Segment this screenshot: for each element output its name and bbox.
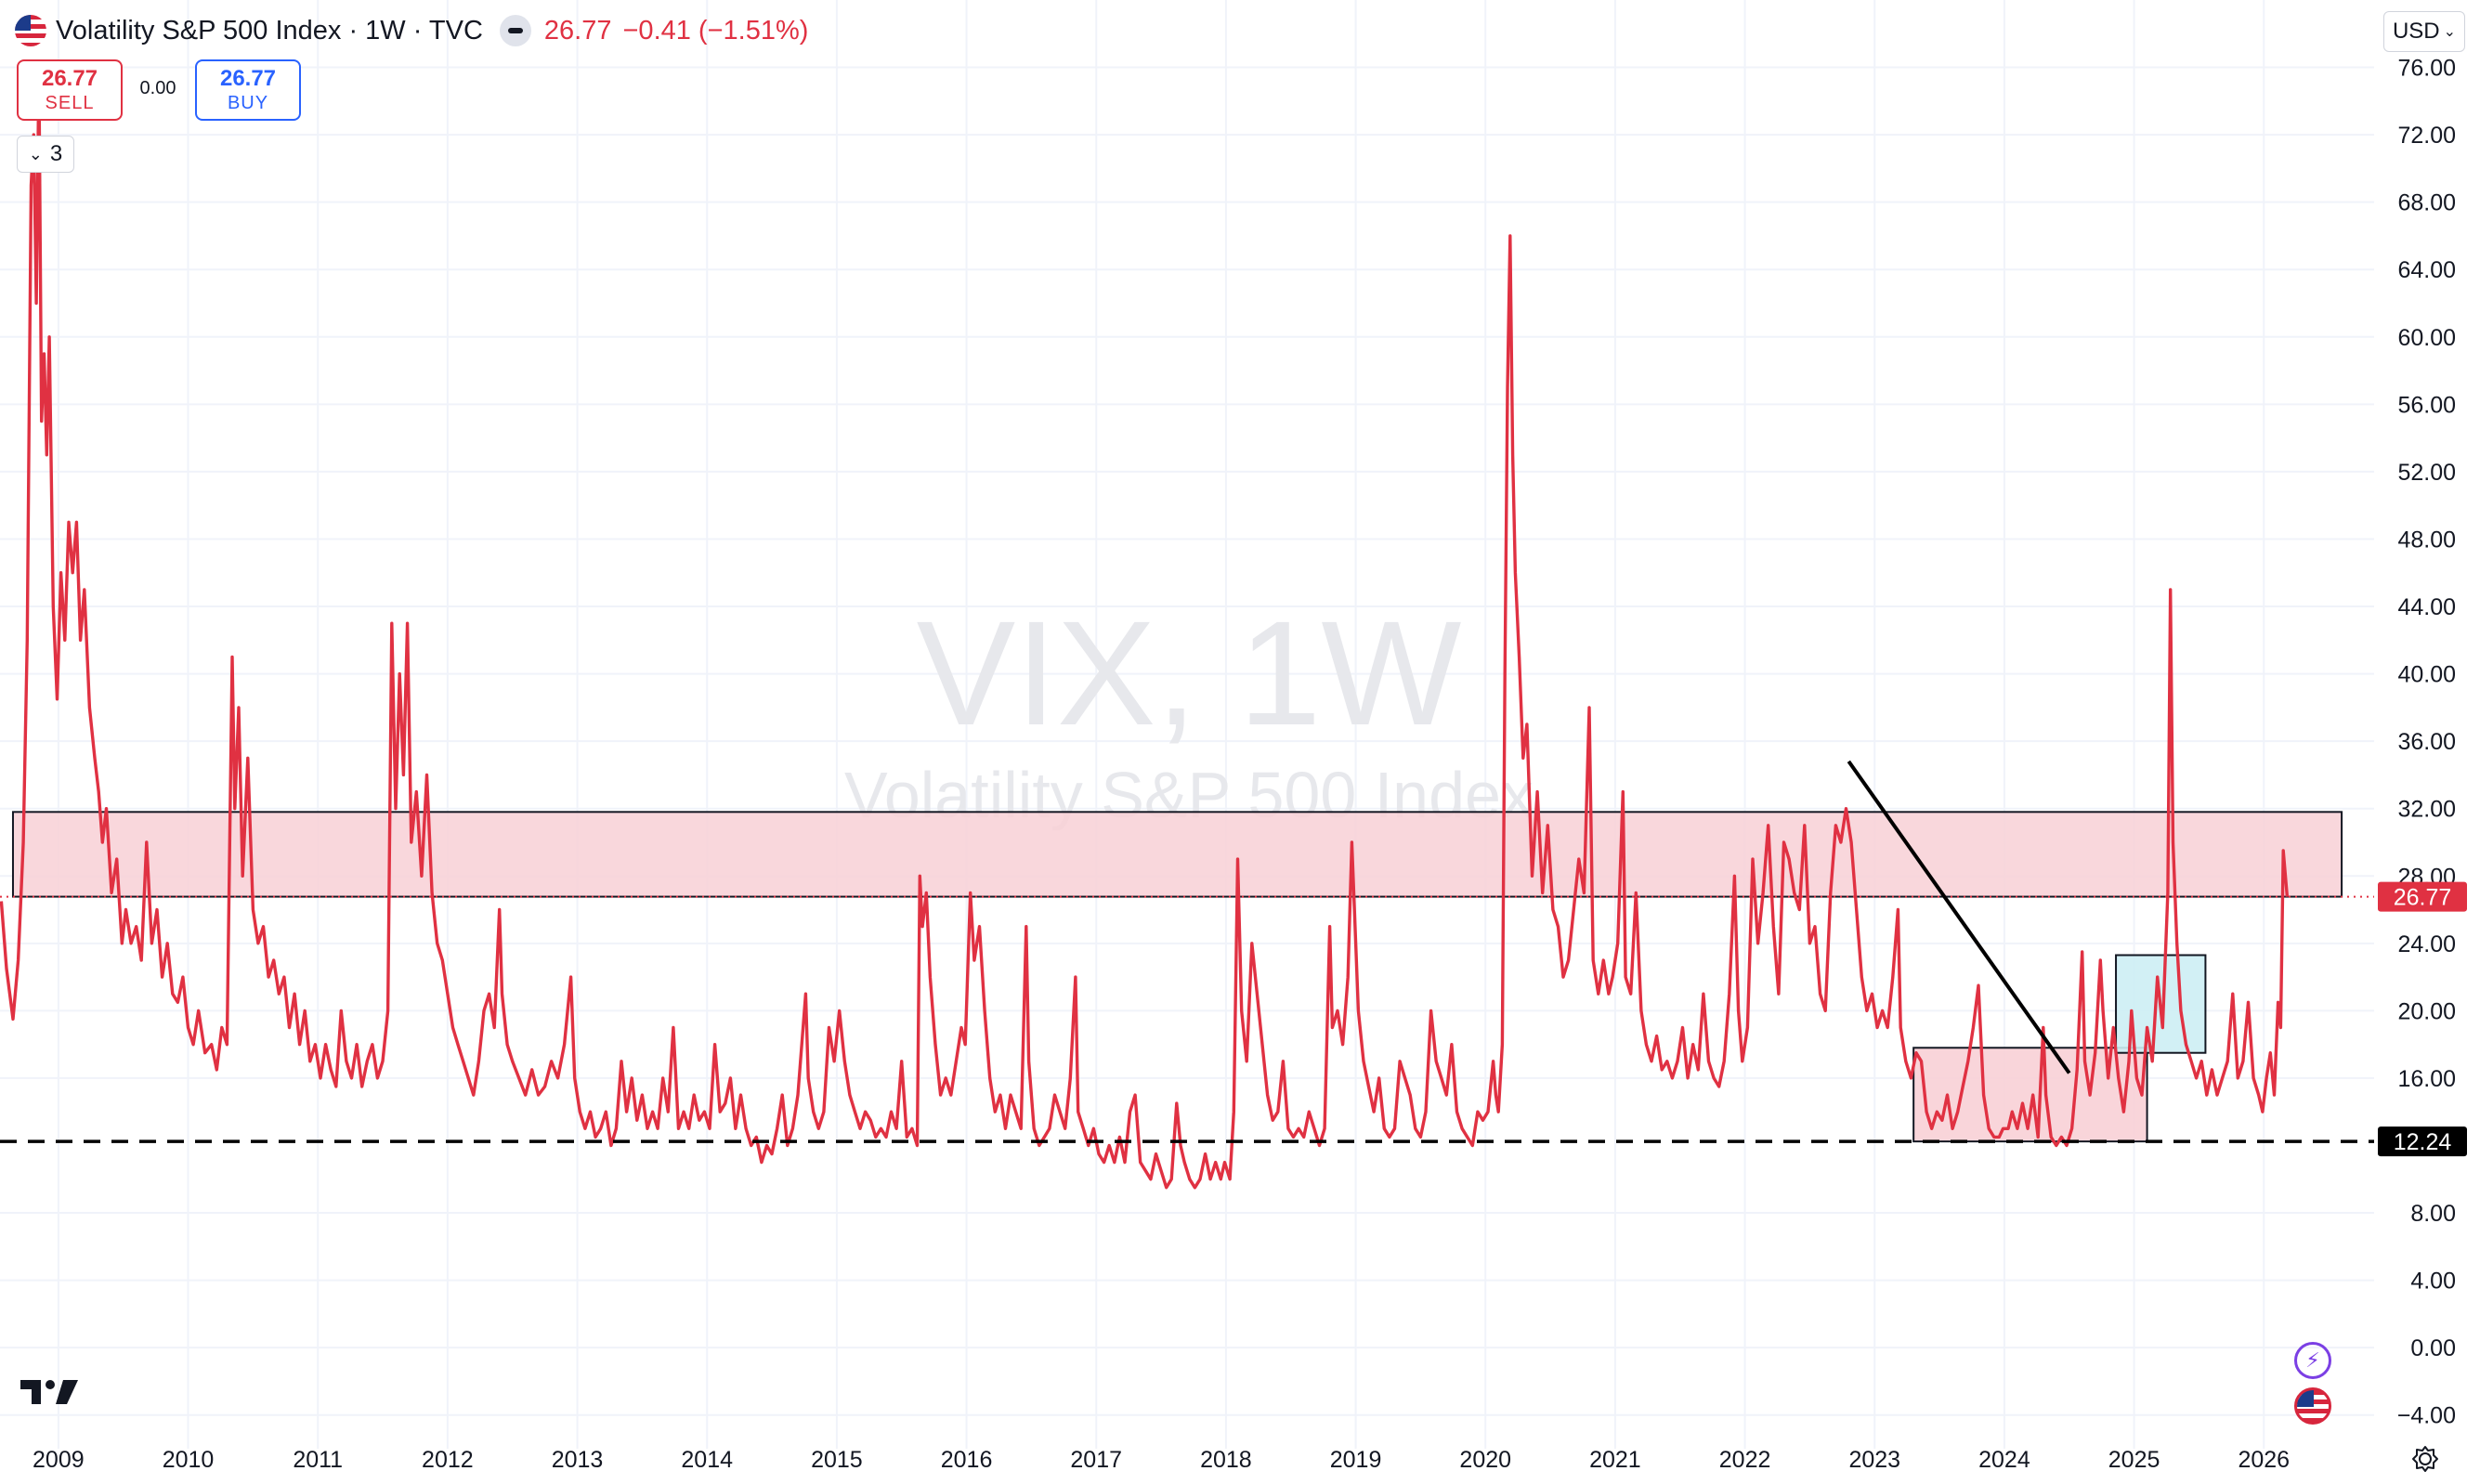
x-tick-label: 2011: [293, 1447, 343, 1473]
buy-label: BUY: [227, 93, 269, 113]
x-tick-label: 2010: [163, 1447, 215, 1473]
chart-axes: 76.00 72.00 68.00 64.00 60.00 56.00 52.00 48.00…: [33, 56, 2467, 1473]
resistance-zone: [11, 811, 2343, 898]
y-tick-label: 52.00: [2397, 460, 2456, 486]
indicators-toggle-button[interactable]: ⌄ 3: [17, 136, 74, 173]
y-tick-label: 36.00: [2397, 729, 2456, 755]
header-last-price: 26.77: [543, 15, 612, 46]
x-tick-label: 2015: [811, 1447, 863, 1473]
y-tick-label: 32.00: [2397, 797, 2456, 823]
drawings: [11, 811, 2343, 1143]
y-tick-label: 24.00: [2397, 931, 2456, 957]
watermark-symbol: VIX, 1W: [917, 590, 1462, 756]
buy-price: 26.77: [219, 66, 277, 91]
support-price-badge: 12.24: [2394, 1129, 2452, 1155]
x-tick-label: 2022: [1719, 1447, 1771, 1473]
us-flag-icon[interactable]: [2294, 1387, 2331, 1425]
us-flag-icon: [15, 15, 46, 46]
currency-select[interactable]: USD ⌄: [2383, 11, 2465, 52]
x-tick-label: 2024: [1978, 1447, 2030, 1473]
y-tick-label: 0.00: [2410, 1335, 2456, 1361]
last-price-badge: 26.77: [2394, 885, 2452, 911]
y-tick-label: 72.00: [2397, 123, 2456, 149]
x-tick-label: 2023: [1848, 1447, 1900, 1473]
y-tick-label: −4.00: [2397, 1403, 2456, 1429]
y-tick-label: 68.00: [2397, 190, 2456, 216]
currency-label: USD: [2392, 19, 2440, 44]
y-tick-label: 20.00: [2397, 998, 2456, 1024]
y-tick-label: 76.00: [2397, 56, 2456, 82]
y-tick-label: 60.00: [2397, 325, 2456, 351]
x-tick-label: 2021: [1589, 1447, 1641, 1473]
x-tick-label: 2026: [2238, 1447, 2290, 1473]
x-tick-label: 2018: [1200, 1447, 1252, 1473]
indicators-count: 3: [49, 141, 63, 166]
drawings-overlay: [0, 760, 2374, 1143]
vix-price-line: [0, 65, 2290, 1190]
y-tick-label: 48.00: [2397, 527, 2456, 553]
y-tick-label: 16.00: [2397, 1066, 2456, 1092]
y-tick-label: 8.00: [2410, 1201, 2456, 1227]
x-tick-label: 2016: [941, 1447, 993, 1473]
x-tick-label: 2013: [552, 1447, 604, 1473]
y-tick-label: 56.00: [2397, 392, 2456, 418]
x-tick-label: 2025: [2108, 1447, 2160, 1473]
lightning-icon[interactable]: ⚡: [2294, 1342, 2331, 1379]
sell-label: SELL: [45, 93, 95, 113]
symbol-title: Volatility S&P 500 Index · 1W · TVC: [56, 15, 483, 46]
buy-button[interactable]: 26.77 BUY: [195, 59, 301, 121]
x-tick-label: 2014: [681, 1447, 733, 1473]
settings-gear-icon[interactable]: [2411, 1445, 2439, 1473]
sell-price: 26.77: [41, 66, 98, 91]
x-tick-label: 2020: [1459, 1447, 1511, 1473]
tradingview-logo-icon[interactable]: [20, 1376, 80, 1408]
spread-value: 0.00: [139, 78, 176, 98]
y-tick-label: 44.00: [2397, 594, 2456, 620]
last-price-badge-bg: [2378, 881, 2467, 912]
x-tick-label: 2009: [33, 1447, 85, 1473]
y-tick-label: 64.00: [2397, 257, 2456, 283]
x-tick-label: 2012: [422, 1447, 474, 1473]
trendline: [1847, 760, 2071, 1074]
support-price-badge-bg: [2378, 1126, 2467, 1157]
x-tick-label: 2017: [1070, 1447, 1122, 1473]
sell-button[interactable]: 26.77 SELL: [17, 59, 123, 121]
chevron-down-icon: ⌄: [2443, 24, 2457, 40]
minus-circle-icon[interactable]: [499, 15, 531, 46]
x-tick-label: 2019: [1330, 1447, 1382, 1473]
symbol-header[interactable]: Volatility S&P 500 Index · 1W · TVC 26.7…: [15, 11, 808, 50]
y-tick-label: 4.00: [2410, 1269, 2456, 1295]
header-price-change: −0.41 (−1.51%): [622, 15, 809, 46]
y-tick-label: 40.00: [2397, 662, 2456, 688]
chevron-down-icon: ⌄: [28, 144, 43, 163]
